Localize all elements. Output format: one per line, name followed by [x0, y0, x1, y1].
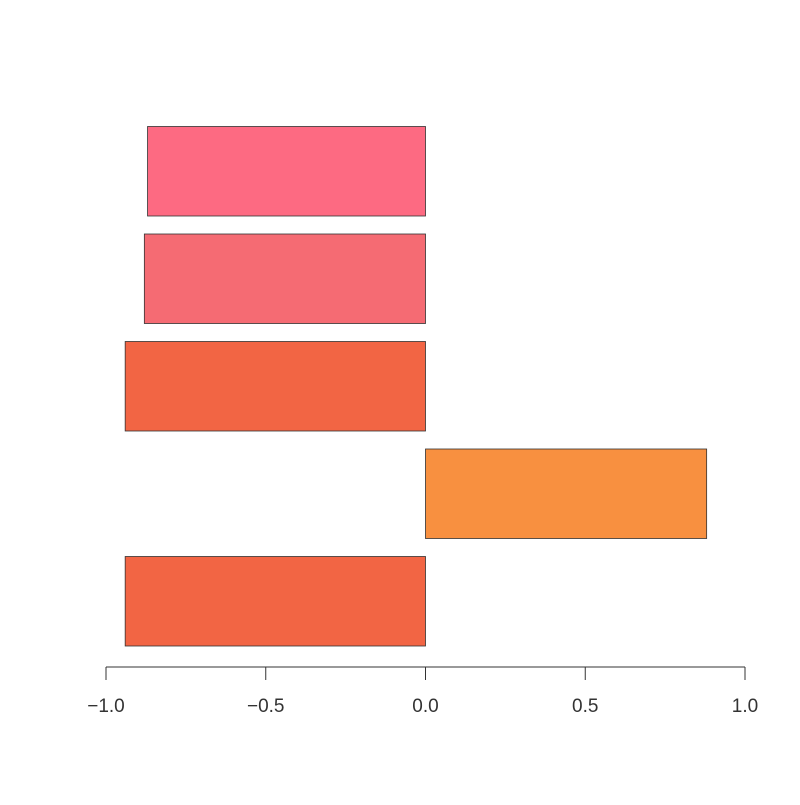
bar [124, 341, 426, 432]
bar [147, 126, 426, 217]
x-tick-label: 0.0 [412, 696, 438, 717]
x-tick-label: 0.5 [572, 696, 598, 717]
bar [143, 233, 426, 324]
bar [425, 448, 708, 539]
x-tick-label: 1.0 [732, 696, 758, 717]
bar [124, 556, 426, 647]
x-tick-label: −1.0 [87, 696, 125, 717]
x-tick-label: −0.5 [247, 696, 285, 717]
